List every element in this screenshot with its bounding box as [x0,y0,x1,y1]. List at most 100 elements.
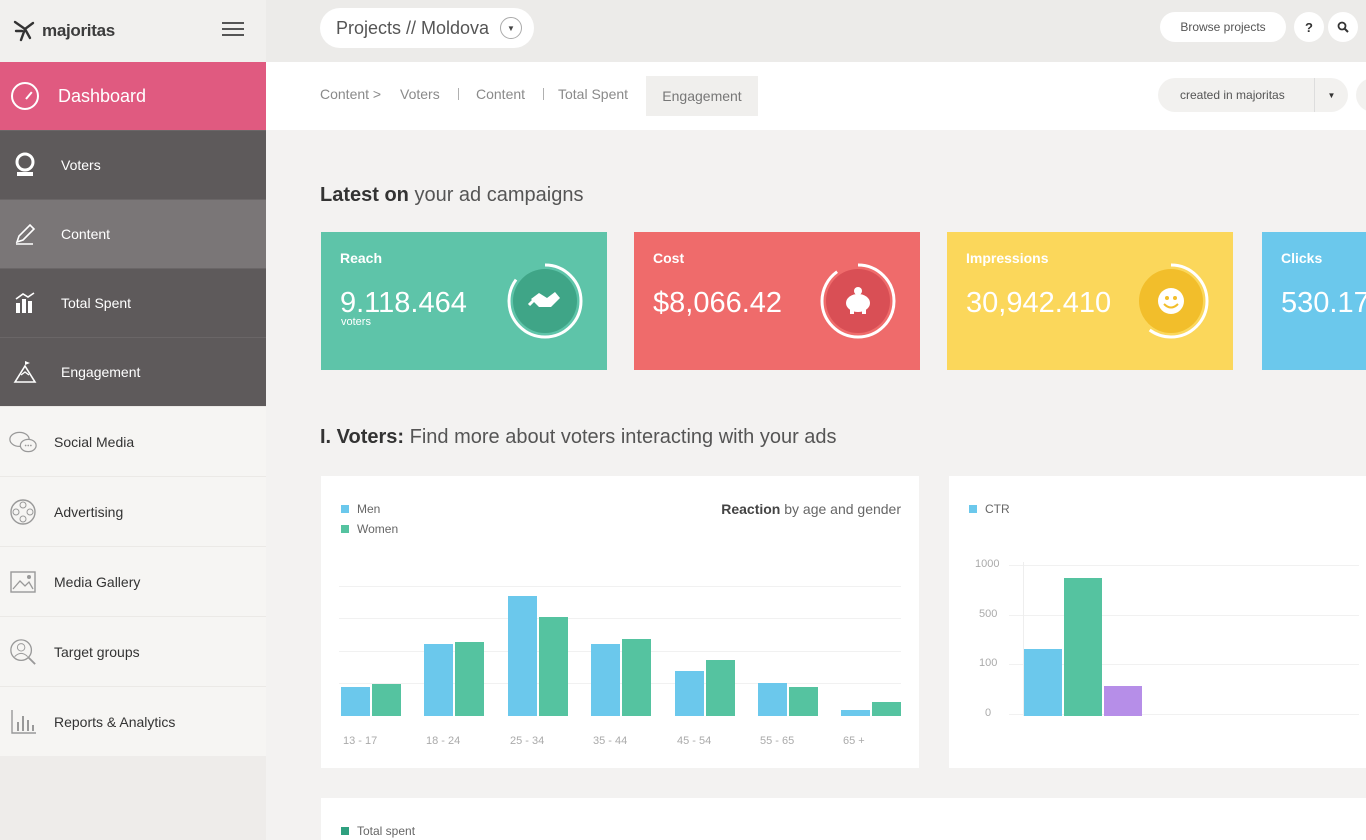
sidebar-item-reports-analytics[interactable]: Reports & Analytics [0,686,266,756]
sidebar-item-label: Reports & Analytics [54,713,176,730]
person-search-icon [9,638,37,666]
legend-label: Women [357,522,399,536]
bar-ctr-0[interactable] [1024,648,1062,716]
gridline [339,618,901,620]
sidebar-item-label: Target groups [54,643,140,660]
y-tick-label: 1000 [975,558,1000,570]
stat-card-reach[interactable]: Reach 9.118.464 voters [321,232,607,370]
chart-title: Reaction by age and gender [721,501,901,517]
smiley-icon [1133,263,1209,339]
bar-chart-icon [11,289,39,317]
sidebar-item-label: Total Spent [61,295,132,311]
legend-total-spent[interactable]: Total spent [341,824,415,838]
sidebar-item-dashboard[interactable]: Dashboard [0,62,266,130]
search-button[interactable] [1328,12,1358,42]
breadcrumb-engagement[interactable]: Engagement [646,76,758,116]
gridline [339,585,901,587]
piggy-bank-icon [820,263,896,339]
sidebar: majoritas Dashboard Voters Content Total… [0,0,266,840]
latest-heading-rest: your ad campaigns [408,184,584,206]
legend-swatch [341,505,349,513]
browse-projects-button[interactable]: Browse projects [1160,12,1286,42]
handshake-icon [507,263,583,339]
sidebar-item-content[interactable]: Content [0,199,266,268]
filter-dropdown[interactable]: created in majoritas ▼ [1158,78,1348,112]
x-tick-label: 35 - 44 [593,735,628,747]
breadcrumb-voters[interactable]: Voters [400,86,440,102]
stat-card-cost[interactable]: Cost $8,066.42 [634,232,920,370]
sidebar-item-target-groups[interactable]: Target groups [0,616,266,686]
stat-card-value: 9.118.464 [340,287,467,319]
speedometer-icon [11,82,39,110]
legend-swatch [341,827,349,835]
y-tick-label: 0 [985,707,992,719]
bar-men-4[interactable] [675,671,704,716]
stat-card-subtitle: voters [341,316,371,328]
legend-ctr[interactable]: CTR [969,502,1010,516]
image-icon [9,568,37,596]
bar-men-5[interactable] [758,682,787,716]
stat-card-value: 530.17 [1281,287,1366,319]
bar-ctr-2[interactable] [1104,686,1142,716]
y-tick-label: 100 [979,657,998,669]
bar-women-3[interactable] [622,639,651,716]
filter-label: created in majoritas [1180,88,1285,102]
voters-heading-rest: Find more about voters interacting with … [404,426,837,448]
y-axis-line [1023,562,1024,716]
breadcrumb-content[interactable]: Content > [320,86,382,102]
sidebar-item-total-spent[interactable]: Total Spent [0,268,266,337]
stat-card-impressions[interactable]: Impressions 30,942.410 [947,232,1233,370]
search-icon [1337,21,1349,33]
x-tick-label: 45 - 54 [677,735,712,747]
stat-card-title: Impressions [966,250,1049,266]
legend-label: Men [357,502,381,516]
legend-label: CTR [985,502,1010,516]
sidebar-item-label: Content [61,226,111,242]
total-spent-panel: Total spent [321,798,1366,840]
breadcrumb-total-spent[interactable]: Total Spent [558,86,629,102]
breadcrumb-content-2[interactable]: Content [476,86,526,102]
stat-card-value: 30,942.410 [966,287,1112,319]
project-selector[interactable]: Projects // Moldova ▼ [320,8,534,48]
bar-men-0[interactable] [341,687,370,716]
legend-women[interactable]: Women [341,522,398,536]
bar-women-4[interactable] [706,660,735,716]
latest-heading: Latest on your ad campaigns [320,184,583,207]
sidebar-item-label: Social Media [54,433,135,450]
bar-men-6[interactable] [841,709,870,716]
sidebar-item-media-gallery[interactable]: Media Gallery [0,546,266,616]
sidebar-item-label: Dashboard [58,85,147,106]
legend-men[interactable]: Men [341,502,380,516]
sidebar-item-label: Engagement [61,364,141,380]
brand-name: majoritas [42,21,115,40]
help-button[interactable]: ? [1294,12,1324,42]
hamburger-menu-icon[interactable] [222,18,244,40]
voters-heading: I. Voters: Find more about voters intera… [320,426,837,449]
bar-men-1[interactable] [424,644,453,716]
breadcrumb-bar: Content > Voters Content Total Spent Eng… [266,62,1366,130]
latest-heading-bold: Latest on [320,184,409,206]
sidebar-item-engagement[interactable]: Engagement [0,337,266,406]
logo-bar: majoritas [0,0,266,62]
sidebar-item-label: Advertising [54,503,124,520]
x-tick-label: 55 - 65 [760,735,795,747]
x-tick-label: 13 - 17 [343,735,378,747]
sidebar-item-advertising[interactable]: Advertising [0,476,266,546]
bar-ctr-1[interactable] [1064,577,1102,716]
gridline [1009,615,1359,616]
bar-women-5[interactable] [789,687,818,716]
x-tick-label: 25 - 34 [510,735,545,747]
bar-men-3[interactable] [591,644,620,716]
legend-swatch [969,505,977,513]
bar-women-2[interactable] [539,616,568,716]
sidebar-item-voters[interactable]: Voters [0,130,266,199]
bar-men-2[interactable] [508,595,537,716]
bar-women-6[interactable] [872,702,901,716]
stat-card-value: $8,066.42 [653,287,783,319]
bar-women-0[interactable] [372,683,401,716]
secondary-filter[interactable] [1356,78,1366,112]
sidebar-item-social-media[interactable]: Social Media [0,406,266,476]
chart-title-rest: by age and gender [780,501,901,517]
bar-women-1[interactable] [455,641,484,716]
stat-card-clicks[interactable]: Clicks 530.17 [1262,232,1366,370]
